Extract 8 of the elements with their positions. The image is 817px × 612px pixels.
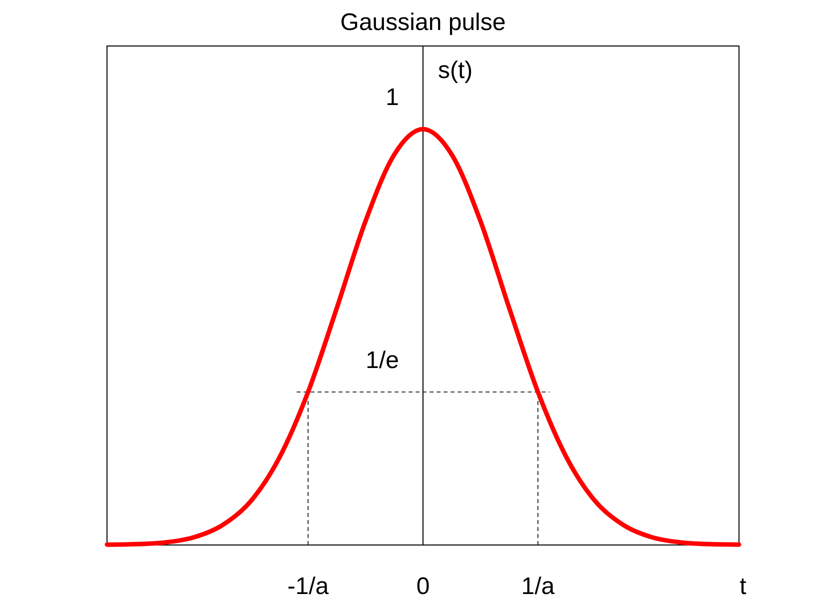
x-axis-title: t [740,573,747,600]
x-tick-label: -1/a [287,573,330,600]
annotation: 1 [386,84,399,112]
x-tick-label: 0 [416,573,430,600]
annotation: 1/e [366,346,399,374]
x-tick-label: 1/a [521,573,556,600]
chart-title: Gaussian pulse [340,9,506,36]
y-axis-title: s(t) [438,57,473,84]
